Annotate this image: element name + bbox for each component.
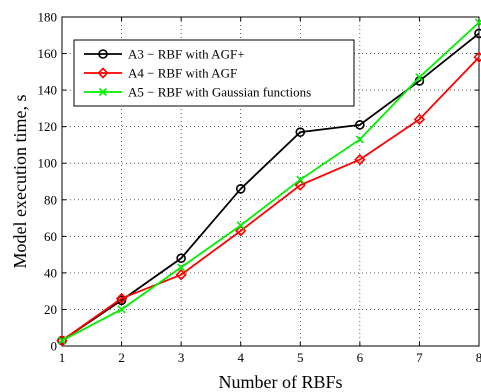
y-tick-label: 60	[44, 229, 57, 244]
y-axis-label: Model execution time, s	[10, 95, 30, 269]
y-tick-label: 120	[38, 119, 58, 134]
data-point	[295, 127, 306, 137]
y-tick-label: 160	[38, 46, 58, 61]
data-point	[175, 269, 187, 281]
data-point	[176, 253, 186, 264]
series-line	[61, 56, 480, 342]
data-point	[296, 175, 305, 184]
series-layer	[56, 18, 481, 347]
data-point	[236, 221, 245, 230]
x-tick-label: 4	[237, 350, 244, 365]
legend-label: A4 − RBF with AGF	[128, 66, 237, 81]
legend-swatch-marker	[98, 87, 108, 97]
data-point	[177, 263, 186, 272]
data-point	[355, 120, 365, 130]
y-tick-label: 180	[38, 10, 58, 25]
data-point	[474, 18, 481, 27]
x-axis-label: Number of RBFs	[218, 372, 342, 392]
y-tick-label: 20	[44, 302, 57, 317]
data-point	[413, 113, 426, 125]
x-tick-label: 3	[178, 350, 185, 365]
data-point	[115, 292, 128, 305]
data-point	[473, 51, 481, 63]
y-tick-label: 80	[44, 192, 57, 207]
data-point	[57, 336, 67, 345]
legend-swatch-marker	[98, 49, 108, 59]
data-point	[355, 135, 364, 144]
legend-item: A4 − RBF with AGF	[84, 66, 237, 81]
legend-item: A5 − RBF with Gaussian functions	[84, 85, 311, 100]
data-point	[415, 73, 424, 82]
legend-swatch-marker	[97, 67, 109, 79]
data-point	[117, 305, 126, 314]
x-tick-label: 7	[416, 350, 423, 365]
y-tick-label: 100	[38, 156, 58, 171]
x-tick-label: 5	[297, 350, 304, 365]
legend-label: A3 − RBF with AGF+	[128, 47, 245, 62]
y-tick-label: 40	[44, 265, 57, 280]
data-point	[354, 153, 366, 166]
legend: A3 − RBF with AGF+ A4 − RBF with AGF A5 − …	[73, 39, 355, 107]
data-point	[474, 28, 481, 39]
x-tick-label: 8	[476, 350, 481, 365]
series-3	[57, 18, 481, 345]
legend-label: A5 − RBF with Gaussian functions	[128, 85, 311, 100]
series-line	[61, 21, 480, 342]
y-tick-label: 0	[51, 339, 58, 354]
x-tick-label: 1	[59, 350, 66, 365]
y-tick-label: 140	[38, 83, 58, 98]
x-tick-label: 6	[357, 350, 364, 365]
data-point	[235, 184, 246, 194]
legend-item: A3 − RBF with AGF+	[84, 47, 245, 62]
plot-frame	[61, 16, 480, 347]
x-tick-label: 2	[118, 350, 125, 365]
